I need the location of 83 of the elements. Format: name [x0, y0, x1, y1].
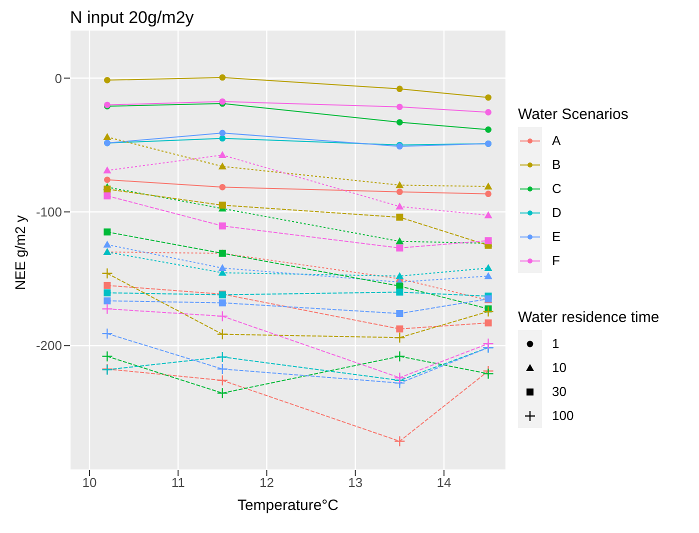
x-tick-label: 12 — [259, 475, 274, 490]
point — [104, 297, 111, 304]
y-axis-title: NEE g/m2 y — [12, 215, 28, 290]
point — [394, 350, 406, 362]
text: 1 — [552, 336, 560, 351]
point — [104, 289, 111, 296]
point — [396, 104, 403, 110]
point — [218, 162, 226, 170]
point — [102, 268, 113, 280]
point — [104, 186, 111, 193]
point — [219, 135, 226, 142]
point — [396, 310, 404, 318]
point — [218, 151, 226, 158]
legend-label: F — [552, 253, 560, 268]
legend-label: E — [552, 229, 561, 244]
point — [396, 188, 403, 196]
point — [219, 74, 226, 81]
point — [216, 351, 228, 363]
point — [102, 350, 113, 362]
point — [394, 332, 406, 344]
y-tick-label: -100 — [36, 204, 62, 220]
point — [482, 368, 494, 380]
point — [103, 166, 112, 174]
point — [485, 190, 492, 198]
point — [482, 338, 494, 350]
x-axis-title: Temperature°C — [237, 497, 339, 514]
point — [396, 272, 404, 280]
point — [104, 228, 111, 236]
point — [394, 436, 406, 447]
point — [396, 86, 403, 92]
point — [219, 184, 226, 190]
point — [218, 202, 226, 209]
point — [482, 306, 494, 318]
point — [104, 176, 110, 183]
point — [396, 325, 404, 332]
point — [216, 328, 228, 340]
point — [484, 272, 492, 280]
x-tick-label: 14 — [436, 475, 452, 490]
x-tick-label: 10 — [82, 475, 97, 490]
legend-label: C — [552, 181, 562, 196]
point — [103, 240, 112, 248]
point — [396, 119, 403, 126]
text: 10 — [552, 360, 566, 375]
legend-label: D — [552, 205, 562, 220]
point — [102, 303, 113, 314]
point — [218, 299, 226, 306]
point — [218, 222, 226, 230]
point — [396, 237, 404, 244]
x-tick-label: 13 — [348, 475, 363, 490]
point — [396, 244, 404, 252]
point — [104, 192, 111, 200]
legend-label: B — [552, 157, 561, 172]
x-tick-label: 11 — [171, 475, 185, 490]
point — [216, 310, 228, 322]
point — [216, 363, 228, 375]
point — [396, 288, 404, 296]
point — [102, 328, 113, 340]
point — [104, 282, 111, 289]
point — [396, 214, 404, 221]
text: 30 — [552, 384, 566, 399]
point — [485, 94, 492, 101]
point — [219, 130, 226, 136]
point — [396, 202, 404, 210]
y-tick-label: 0 — [54, 70, 62, 86]
y-tick-label: -200 — [36, 338, 62, 354]
point — [103, 132, 112, 140]
point — [485, 109, 492, 116]
point — [218, 264, 226, 272]
point — [484, 319, 492, 326]
legend-label: A — [552, 133, 561, 148]
point — [484, 264, 492, 272]
chart-title: N input 20g/m2y — [70, 8, 194, 28]
point — [394, 372, 406, 384]
point — [484, 182, 492, 190]
point — [104, 76, 110, 84]
point — [216, 374, 228, 386]
legend-title: Water Scenarios — [518, 106, 630, 123]
point — [396, 181, 404, 188]
text: Water residence time — [518, 309, 660, 326]
point — [216, 388, 228, 399]
point — [484, 211, 492, 218]
point — [485, 126, 492, 133]
text: 100 — [552, 408, 574, 423]
